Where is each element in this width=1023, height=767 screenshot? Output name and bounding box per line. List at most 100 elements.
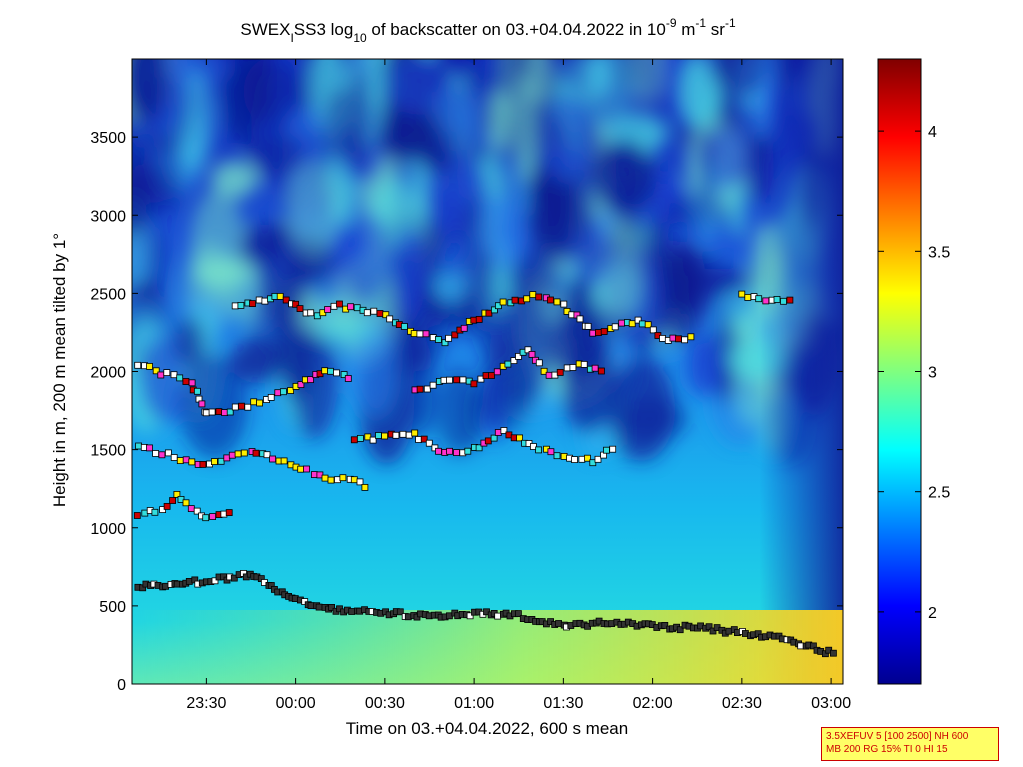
layer-marker — [240, 449, 248, 457]
layer-marker — [669, 334, 677, 342]
layer-marker — [163, 502, 171, 510]
layer-marker — [676, 626, 684, 634]
layer-marker — [399, 430, 407, 438]
backscatter-patch — [243, 59, 302, 126]
backscatter-patch — [561, 341, 617, 433]
parameter-info-box: 3.5XEFUV 5 [100 2500] NH 600 MB 200 RG 1… — [821, 727, 999, 761]
backscatter-patch — [686, 335, 723, 398]
layer-marker — [528, 350, 536, 358]
x-axis-ticks: 23:30 00:00 00:30 01:00 01:30 02:00 02:30 03:00 — [186, 59, 851, 712]
backscatter-patch — [457, 193, 488, 315]
layer-marker — [569, 364, 577, 371]
y-axis-label: Height in m, 200 m mean tilted by 1° — [50, 233, 69, 507]
layer-marker — [504, 360, 512, 368]
layer-marker — [681, 336, 688, 344]
backscatter-patch — [343, 211, 390, 302]
layer-marker — [250, 398, 258, 406]
layer-marker — [382, 311, 390, 319]
layer-marker — [488, 372, 495, 379]
layer-marker — [580, 360, 588, 368]
colorbar-tick-label: 4 — [928, 124, 937, 141]
layer-marker — [163, 369, 171, 377]
layer-marker — [297, 465, 305, 473]
layer-marker — [279, 388, 287, 396]
layer-marker — [540, 367, 548, 375]
backscatter-patch — [316, 317, 380, 344]
chart-title: SWEXISS3 log10 of backscatter on 03.+04.… — [240, 16, 736, 45]
layer-marker — [135, 442, 143, 450]
layer-marker — [198, 400, 206, 408]
layer-marker — [386, 315, 394, 323]
layer-marker — [675, 335, 682, 343]
backscatter-patch — [607, 356, 676, 462]
layer-marker — [830, 649, 837, 657]
layer-marker — [466, 612, 474, 620]
layer-marker — [176, 374, 184, 382]
layer-marker — [738, 290, 746, 298]
layer-marker — [687, 333, 695, 341]
layer-marker — [584, 322, 592, 330]
layer-marker — [598, 367, 605, 375]
colorbar-tick-label: 2.5 — [928, 485, 950, 502]
layer-marker — [356, 478, 364, 486]
layer-marker — [523, 295, 531, 303]
layer-marker — [494, 429, 502, 436]
backscatter-patch — [475, 59, 494, 99]
layer-marker — [261, 297, 269, 305]
layer-marker — [324, 306, 332, 313]
backscatter-patch — [146, 227, 167, 298]
layer-marker — [634, 316, 642, 324]
layer-marker — [510, 357, 518, 365]
layer-marker — [429, 381, 437, 389]
backscatter-patch — [180, 353, 248, 459]
x-tick-label: 01:00 — [454, 695, 494, 712]
layer-marker — [353, 304, 361, 312]
layer-marker — [762, 297, 770, 305]
heatmap-plot-area — [132, 59, 843, 684]
backscatter-patch — [512, 74, 538, 184]
layer-marker — [578, 455, 586, 463]
layer-marker — [376, 310, 384, 317]
layer-marker — [493, 368, 501, 376]
layer-marker — [556, 368, 564, 376]
y-tick-label: 2000 — [90, 365, 126, 382]
layer-marker — [511, 296, 519, 304]
colorbar-tick-label: 2 — [928, 605, 937, 622]
layer-marker — [460, 324, 468, 332]
layer-marker — [435, 447, 442, 455]
layer-marker — [173, 490, 181, 498]
layer-marker — [659, 334, 666, 342]
layer-marker — [584, 454, 591, 462]
backscatter-patch — [664, 249, 729, 313]
layer-marker — [321, 474, 329, 482]
layer-marker — [628, 320, 636, 328]
layer-marker — [176, 457, 184, 465]
layer-marker — [221, 409, 229, 417]
layer-marker — [603, 446, 610, 454]
layer-marker — [595, 329, 602, 337]
backscatter-patch — [132, 303, 167, 350]
layer-marker — [649, 326, 657, 334]
layer-marker — [535, 359, 543, 367]
layer-marker — [494, 302, 502, 310]
layer-marker — [151, 508, 159, 516]
layer-marker — [475, 444, 483, 452]
layer-marker — [187, 505, 195, 513]
colorbar-ticks: 2 2.5 3 3.5 4 — [878, 124, 950, 622]
params-line-1: 3.5XEFUV 5 [100 2500] NH 600 — [826, 731, 969, 742]
layer-marker — [810, 642, 817, 650]
backscatter-patch — [698, 121, 716, 223]
layer-marker — [231, 302, 239, 310]
backscatter-patch — [525, 59, 553, 105]
layer-marker — [535, 293, 543, 301]
params-line-2: MB 200 RG 15% TI 0 HI 15 — [826, 744, 948, 755]
backscatter-patch — [629, 59, 664, 109]
layer-marker — [490, 306, 498, 314]
layer-marker — [451, 331, 459, 339]
layer-marker — [252, 449, 260, 457]
layer-marker — [170, 371, 178, 379]
y-tick-label: 1500 — [90, 443, 126, 460]
layer-marker — [563, 364, 571, 372]
layer-marker — [560, 452, 568, 460]
